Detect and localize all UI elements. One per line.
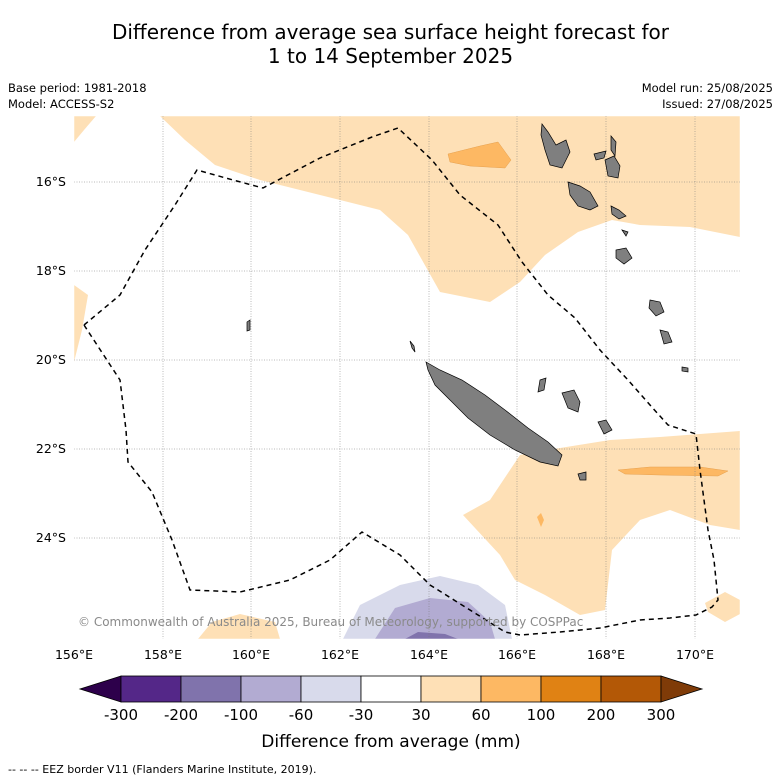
lon-label-162e: 162°E xyxy=(321,647,359,662)
colorbar-swatch-6 xyxy=(420,675,482,703)
lon-label-156e: 156°E xyxy=(55,647,93,662)
model-name: Model: ACCESS-S2 xyxy=(8,97,115,111)
anomaly-region-north xyxy=(160,116,740,302)
colorbar-label: Difference from average (mm) xyxy=(261,732,520,752)
colorbar-swatch-9 xyxy=(600,675,662,703)
vanuatu-island-5 xyxy=(610,135,617,158)
lat-label-18s: 18°S xyxy=(36,263,66,278)
vanuatu-island-2 xyxy=(567,181,599,211)
vanuatu-island-4 xyxy=(604,155,621,179)
anomaly-region-west xyxy=(74,285,88,362)
anomaly-region-northwest xyxy=(74,116,96,142)
vanuatu-island-7 xyxy=(615,247,633,265)
colorbar-swatch-0 xyxy=(78,675,122,703)
anomaly-patch-north xyxy=(447,141,512,169)
colorbar-swatch-10 xyxy=(660,675,704,703)
colorbar-tick-5: 30 xyxy=(411,706,430,724)
issued-date: Issued: 27/08/2025 xyxy=(662,97,773,111)
lat-label-24s: 24°S xyxy=(36,530,66,545)
lat-label-16s: 16°S xyxy=(36,174,66,189)
title-line-1: Difference from average sea surface heig… xyxy=(111,20,670,44)
lon-label-160e: 160°E xyxy=(232,647,270,662)
colorbar-swatch-2 xyxy=(180,675,242,703)
colorbar-tick-4: -30 xyxy=(349,706,374,724)
reef-island-north xyxy=(409,340,416,353)
loyalty-island-2 xyxy=(597,419,613,435)
anomaly-region-southeast xyxy=(463,431,740,615)
colorbar-tick-9: 300 xyxy=(647,706,676,724)
reef-island-east-2 xyxy=(659,329,673,345)
negative-region-inner xyxy=(375,598,495,639)
vanuatu-island-6 xyxy=(610,205,627,220)
colorbar-tick-8: 200 xyxy=(587,706,616,724)
eez-legend-note: -- -- -- EEZ border V11 (Flanders Marine… xyxy=(8,763,317,776)
vanuatu-island-3 xyxy=(593,150,607,161)
colorbar-tick-3: -60 xyxy=(289,706,314,724)
colorbar-tick-1: -200 xyxy=(164,706,198,724)
colorbar-ticks: -300 -200 -100 -60 -30 30 60 100 200 300 xyxy=(104,706,675,724)
lat-label-22s: 22°S xyxy=(36,441,66,456)
colorbar-tick-2: -100 xyxy=(224,706,258,724)
eez-border xyxy=(83,127,719,636)
meta-left: Base period: 1981-2018 Model: ACCESS-S2 xyxy=(8,80,147,112)
longitude-labels: 156°E 158°E 160°E 162°E 164°E 166°E 168°… xyxy=(55,647,714,662)
lon-label-168e: 168°E xyxy=(587,647,625,662)
colorbar-swatch-4 xyxy=(300,675,362,703)
matthew-island xyxy=(577,471,587,481)
vanuatu-island-1 xyxy=(540,123,571,169)
model-run: Model run: 25/08/2025 xyxy=(641,81,773,95)
colorbar-swatch-7 xyxy=(480,675,542,703)
lon-label-166e: 166°E xyxy=(498,647,536,662)
new-caledonia-island xyxy=(425,361,563,467)
colorbar-swatch-3 xyxy=(240,675,302,703)
land-masses xyxy=(246,123,689,481)
lon-label-164e: 164°E xyxy=(410,647,448,662)
meta-right: Model run: 25/08/2025 Issued: 27/08/2025 xyxy=(642,80,773,112)
colorbar-tick-6: 60 xyxy=(471,706,490,724)
map-title: Difference from average sea surface heig… xyxy=(0,20,781,68)
reef-island-east-1 xyxy=(648,299,665,317)
colorbar-swatch-1 xyxy=(120,675,182,703)
anomaly-patch-small xyxy=(537,513,544,527)
map-frame xyxy=(73,115,741,640)
colorbar-swatch-8 xyxy=(540,675,602,703)
colorbar-swatch-5 xyxy=(360,675,422,703)
lon-label-170e: 170°E xyxy=(676,647,714,662)
copyright-notice: © Commonwealth of Australia 2025, Bureau… xyxy=(78,615,583,629)
base-period: Base period: 1981-2018 xyxy=(8,81,147,95)
colorbar-tick-0: -300 xyxy=(104,706,138,724)
anomaly-region-east-corner xyxy=(705,592,740,622)
lat-label-20s: 20°S xyxy=(36,352,66,367)
loyalty-island-3 xyxy=(537,377,547,393)
loyalty-island-1 xyxy=(561,389,581,413)
anomaly-region-southwest xyxy=(198,614,280,639)
islet-small xyxy=(621,229,629,237)
negative-region-core xyxy=(405,632,458,639)
map-panel: © Commonwealth of Australia 2025, Bureau… xyxy=(74,116,740,639)
latitude-labels: 16°S 18°S 20°S 22°S 24°S xyxy=(36,174,66,545)
colorbar-tick-7: 100 xyxy=(527,706,556,724)
reef-island-east-3 xyxy=(681,366,689,373)
chesterfield-island xyxy=(246,319,251,332)
colorbar xyxy=(78,675,704,703)
title-line-2: 1 to 14 September 2025 xyxy=(267,44,514,68)
lon-label-158e: 158°E xyxy=(144,647,182,662)
